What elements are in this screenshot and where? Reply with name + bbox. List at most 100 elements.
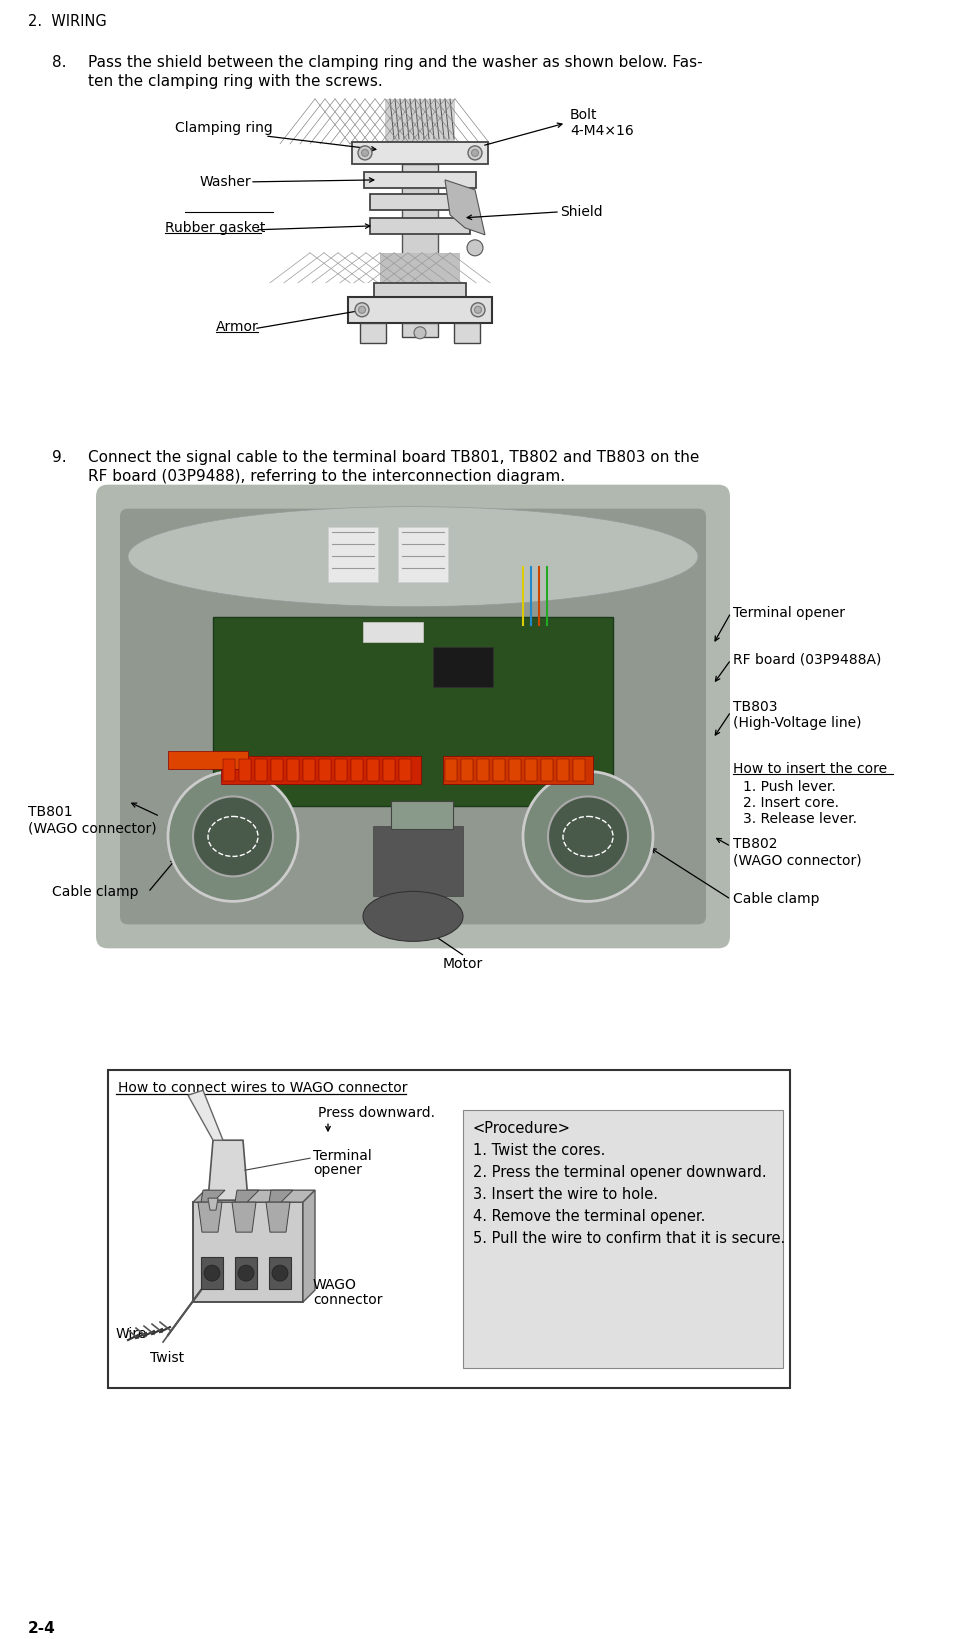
Ellipse shape	[363, 892, 463, 942]
Polygon shape	[208, 1141, 248, 1200]
Circle shape	[168, 772, 298, 901]
Circle shape	[238, 1265, 254, 1282]
Bar	[373, 828, 463, 897]
Circle shape	[475, 306, 482, 315]
Bar	[385, 100, 455, 144]
Text: TB803: TB803	[733, 700, 777, 713]
Bar	[351, 760, 363, 782]
Bar	[374, 284, 466, 298]
Text: entrance: entrance	[396, 816, 443, 826]
Text: <Procedure>: <Procedure>	[473, 1121, 571, 1136]
Polygon shape	[266, 1203, 290, 1233]
Circle shape	[204, 1265, 220, 1282]
Bar	[235, 1257, 257, 1290]
Text: Wire: Wire	[116, 1326, 147, 1341]
Bar	[399, 760, 411, 782]
FancyBboxPatch shape	[120, 510, 706, 924]
Bar	[445, 760, 457, 782]
Bar	[319, 760, 331, 782]
Bar	[525, 760, 537, 782]
Polygon shape	[232, 1203, 256, 1233]
Bar	[383, 760, 395, 782]
Text: TB802: TB802	[733, 838, 777, 851]
Text: Pass the shield between the clamping ring and the washer as shown below. Fas-: Pass the shield between the clamping rin…	[88, 56, 703, 70]
Bar	[221, 757, 421, 785]
Bar	[364, 172, 476, 188]
Bar	[239, 760, 251, 782]
Bar	[360, 323, 386, 344]
Bar	[335, 760, 347, 782]
Text: Bolt: Bolt	[570, 108, 597, 121]
Text: Cable clamp: Cable clamp	[733, 892, 819, 906]
Bar	[443, 757, 593, 785]
Circle shape	[355, 303, 369, 318]
Text: 9.: 9.	[52, 449, 66, 464]
Bar	[557, 760, 569, 782]
Bar	[370, 195, 470, 211]
Text: opener: opener	[313, 1162, 362, 1177]
Bar	[367, 760, 379, 782]
Polygon shape	[193, 1190, 315, 1203]
Bar	[363, 623, 423, 642]
Bar	[402, 166, 438, 175]
Text: Clamping ring: Clamping ring	[175, 121, 272, 134]
Text: Rubber gasket: Rubber gasket	[165, 221, 266, 234]
Bar	[477, 760, 489, 782]
Text: Press downward.: Press downward.	[318, 1106, 435, 1119]
Text: 5. Pull the wire to confirm that it is secure.: 5. Pull the wire to confirm that it is s…	[473, 1231, 785, 1246]
Circle shape	[472, 151, 479, 157]
Circle shape	[358, 148, 372, 161]
Bar	[402, 188, 438, 195]
Polygon shape	[208, 1198, 218, 1211]
Text: (WAGO connector): (WAGO connector)	[28, 821, 157, 834]
Bar	[573, 760, 585, 782]
Polygon shape	[198, 1203, 222, 1233]
Circle shape	[467, 241, 483, 257]
Circle shape	[272, 1265, 288, 1282]
Bar	[255, 760, 267, 782]
Bar	[287, 760, 299, 782]
Bar	[348, 298, 492, 323]
Bar	[168, 752, 248, 770]
Bar	[402, 188, 438, 279]
Circle shape	[358, 306, 366, 315]
Text: ten the clamping ring with the screws.: ten the clamping ring with the screws.	[88, 74, 382, 89]
Polygon shape	[445, 180, 485, 236]
Text: Motor: Motor	[443, 957, 484, 970]
Text: Core: Core	[396, 805, 420, 815]
Text: 1. Twist the cores.: 1. Twist the cores.	[473, 1142, 605, 1157]
Bar	[271, 760, 283, 782]
Bar	[509, 760, 521, 782]
Circle shape	[414, 328, 426, 339]
Circle shape	[193, 797, 273, 877]
Text: Washer: Washer	[200, 175, 252, 188]
Text: (WAGO connector): (WAGO connector)	[733, 852, 862, 867]
Bar	[541, 760, 553, 782]
Text: RF board (03P9488A): RF board (03P9488A)	[733, 652, 882, 665]
Bar	[328, 528, 378, 582]
Text: Twist: Twist	[150, 1351, 184, 1364]
Text: Terminal opener: Terminal opener	[733, 605, 845, 620]
Text: Cable clamp: Cable clamp	[52, 885, 138, 898]
Text: Shield: Shield	[560, 205, 602, 218]
Bar	[370, 218, 470, 234]
Text: 3. Insert the wire to hole.: 3. Insert the wire to hole.	[473, 1187, 658, 1201]
Polygon shape	[269, 1190, 293, 1203]
Text: 2-4: 2-4	[28, 1619, 55, 1634]
Bar	[454, 323, 480, 344]
Bar	[398, 528, 448, 582]
Circle shape	[468, 148, 482, 161]
Text: Terminal: Terminal	[313, 1149, 372, 1162]
Text: 2. Insert core.: 2. Insert core.	[743, 797, 839, 810]
Text: 2.  WIRING: 2. WIRING	[28, 15, 107, 30]
Text: TB801: TB801	[28, 805, 73, 820]
Text: Connect the signal cable to the terminal board TB801, TB802 and TB803 on the: Connect the signal cable to the terminal…	[88, 449, 700, 464]
Text: WAGO: WAGO	[313, 1277, 357, 1292]
Circle shape	[548, 797, 628, 877]
Bar	[493, 760, 505, 782]
Text: 3. Release lever.: 3. Release lever.	[743, 811, 857, 826]
Polygon shape	[303, 1190, 315, 1303]
Bar	[402, 323, 438, 338]
Text: 2. Press the terminal opener downward.: 2. Press the terminal opener downward.	[473, 1164, 767, 1180]
Text: (High-Voltage line): (High-Voltage line)	[733, 715, 861, 729]
